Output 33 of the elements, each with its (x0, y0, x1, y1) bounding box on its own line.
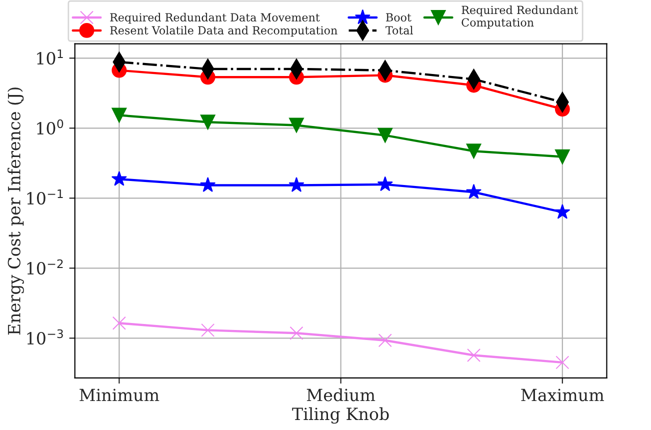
legend-label: Required Redundant Computation (462, 6, 578, 29)
x-tick-label: Minimum (80, 388, 160, 402)
legend-label: Resent Volatile Data and Recomputation (110, 26, 338, 37)
legend-label: Total (386, 26, 413, 35)
y-tick-label: 10$^{−2}$ (27, 259, 63, 275)
y-tick-label: 10$^{−3}$ (27, 329, 63, 345)
point (554, 204, 570, 219)
point (290, 326, 304, 340)
y-tick-label: 10$^{−1}$ (27, 189, 63, 205)
legend-label: Required Redundant Data Movement (110, 12, 320, 24)
point (554, 149, 570, 164)
point (466, 348, 481, 362)
y-tick-label: 10$^{1}$ (37, 49, 63, 65)
x-tick-label: Maximum (521, 388, 604, 402)
point (112, 108, 127, 123)
point (112, 316, 126, 330)
point (466, 184, 482, 199)
point (466, 144, 482, 159)
point (378, 128, 393, 143)
point (111, 170, 127, 186)
legend-label: Boot (386, 13, 412, 22)
point (377, 176, 393, 192)
point (378, 334, 392, 348)
y-tick-label: 10$^{0}$ (37, 119, 64, 135)
text: Medium (306, 388, 376, 402)
point (200, 177, 216, 192)
point (288, 177, 304, 192)
point (289, 118, 304, 133)
point (200, 114, 216, 130)
x-axis-title: Tiling Knob (292, 407, 389, 424)
point (201, 323, 215, 337)
y-axis-title: Energy Cost per Inference (J) (8, 88, 24, 335)
point (556, 356, 570, 370)
